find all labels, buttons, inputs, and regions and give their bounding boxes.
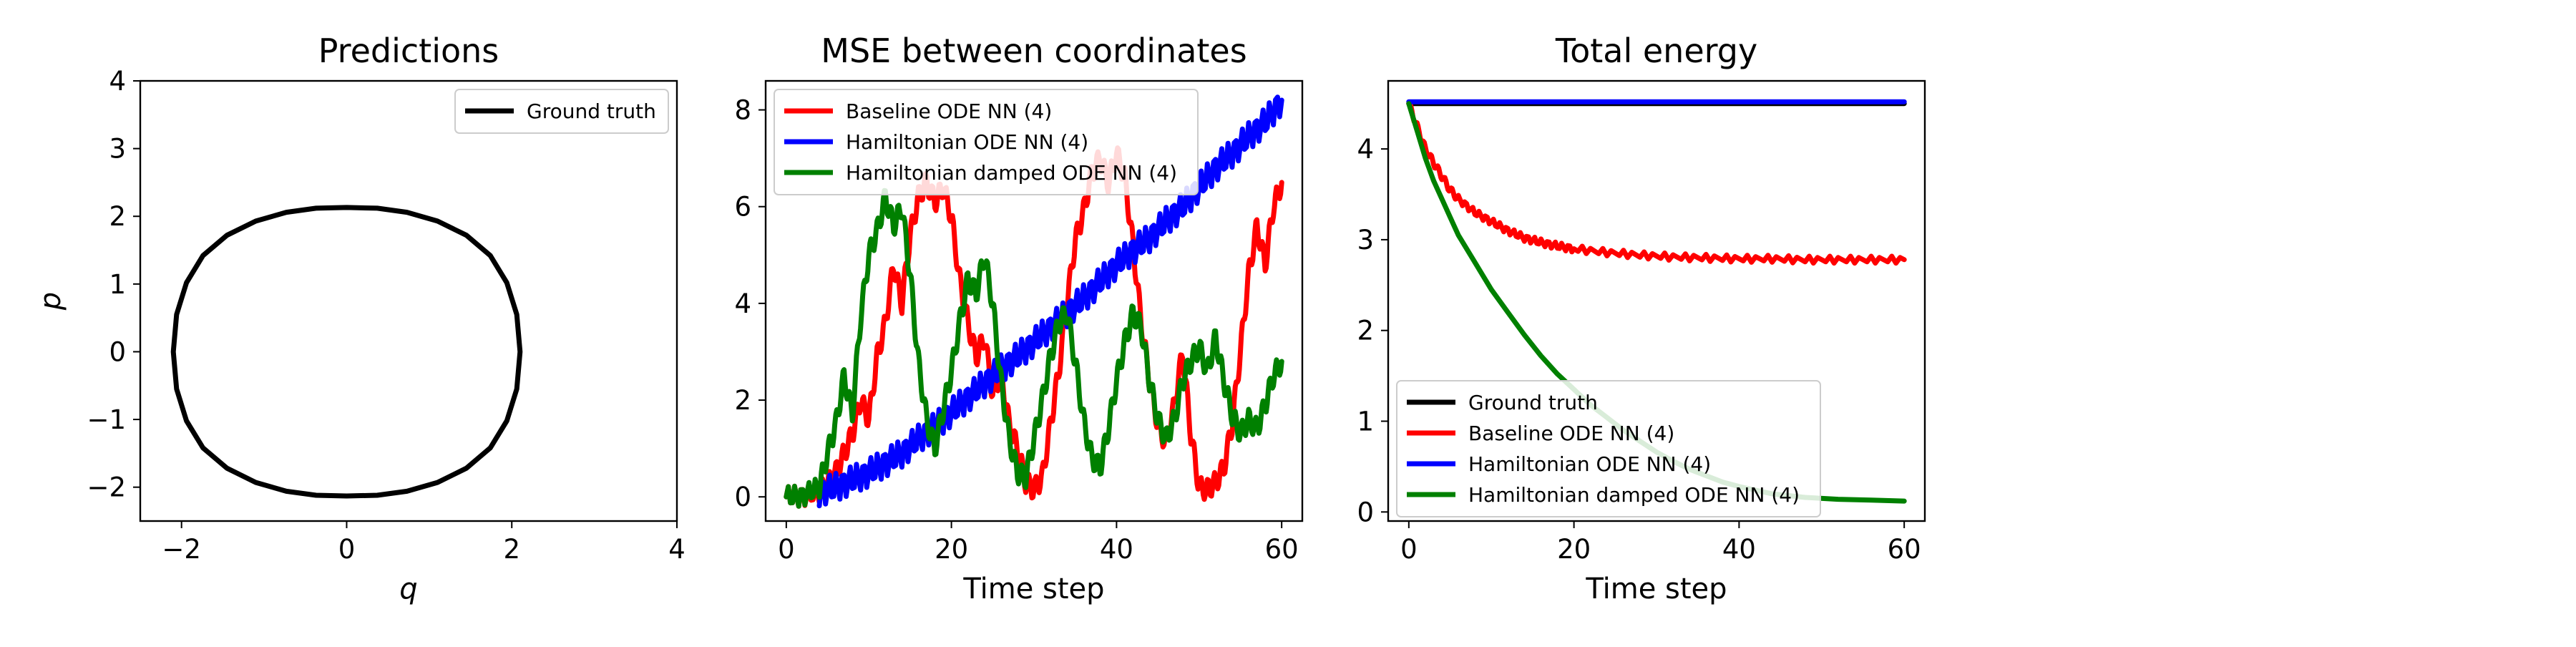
x-tick-label: 60 [1888, 534, 1921, 565]
y-tick-label: −1 [87, 404, 126, 435]
y-tick-label: 8 [734, 95, 751, 126]
y-tick-label: 3 [1357, 225, 1374, 256]
legend-label: Hamiltonian ODE NN (4) [1468, 452, 1711, 476]
panel-1: −2 0 2 4 −2 −1 0 1 2 3 4 Predictions q p Ground truth [34, 31, 686, 605]
legend-label: Ground truth [527, 99, 656, 123]
x-tick-label: 60 [1265, 534, 1299, 565]
x-tick-label: −2 [162, 534, 201, 565]
y-tick-label: 4 [1357, 134, 1374, 165]
y-tick-label: 4 [109, 66, 126, 97]
legend-label: Ground truth [1468, 391, 1598, 414]
x-tick-label: 0 [1400, 534, 1418, 565]
x-tick-label: 40 [1100, 534, 1133, 565]
x-tick-label: 40 [1722, 534, 1756, 565]
y-tick-label: 0 [109, 336, 126, 367]
y-tick-label: 1 [109, 269, 126, 300]
y-tick-label: 0 [734, 482, 751, 512]
y-tick-label: 2 [1357, 316, 1374, 346]
legend: Ground truth Baseline ODE NN (4) Hamiltoni… [1397, 381, 1820, 517]
chart-title: Predictions [318, 31, 499, 70]
x-tick-label: 4 [668, 534, 686, 565]
axes-frame [140, 81, 677, 521]
legend-label: Baseline ODE NN (4) [846, 99, 1052, 123]
series-line-2 [1409, 104, 1904, 263]
y-tick-label: 4 [734, 288, 751, 319]
y-tick-label: 2 [734, 385, 751, 416]
chart-title: Total energy [1555, 31, 1757, 70]
x-axis-label: Time step [1585, 573, 1727, 605]
legend-label: Hamiltonian damped ODE NN (4) [1468, 483, 1800, 507]
x-axis-label: q [399, 573, 417, 605]
panel-2: 0 20 40 60 0 2 4 6 8 MSE between coordinates Time … [734, 31, 1302, 605]
x-tick-label: 0 [778, 534, 795, 565]
y-tick-label: 0 [1357, 497, 1374, 527]
legend-label: Hamiltonian damped ODE NN (4) [846, 161, 1177, 185]
legend-label: Hamiltonian ODE NN (4) [846, 130, 1088, 154]
x-axis-label: Time step [962, 573, 1104, 605]
y-tick-label: −2 [87, 472, 126, 503]
y-tick-label: 1 [1357, 407, 1374, 437]
y-tick-label: 2 [109, 201, 126, 232]
y-axis-label: p [34, 292, 67, 311]
panel-3: 0 20 40 60 0 1 2 3 4 Total energy Time step Ground … [1357, 31, 1925, 605]
chart-title: MSE between coordinates [821, 31, 1246, 70]
x-tick-label: 20 [935, 534, 968, 565]
series-line-1 [173, 208, 520, 496]
legend: Baseline ODE NN (4) Hamiltonian ODE NN (4… [774, 89, 1198, 195]
series-group [173, 208, 520, 496]
y-tick-label: 6 [734, 192, 751, 223]
x-tick-label: 0 [338, 534, 356, 565]
x-tick-label: 2 [503, 534, 520, 565]
y-tick-label: 3 [109, 134, 126, 165]
legend-label: Baseline ODE NN (4) [1468, 422, 1674, 445]
legend: Ground truth [455, 89, 668, 133]
x-tick-label: 20 [1557, 534, 1591, 565]
